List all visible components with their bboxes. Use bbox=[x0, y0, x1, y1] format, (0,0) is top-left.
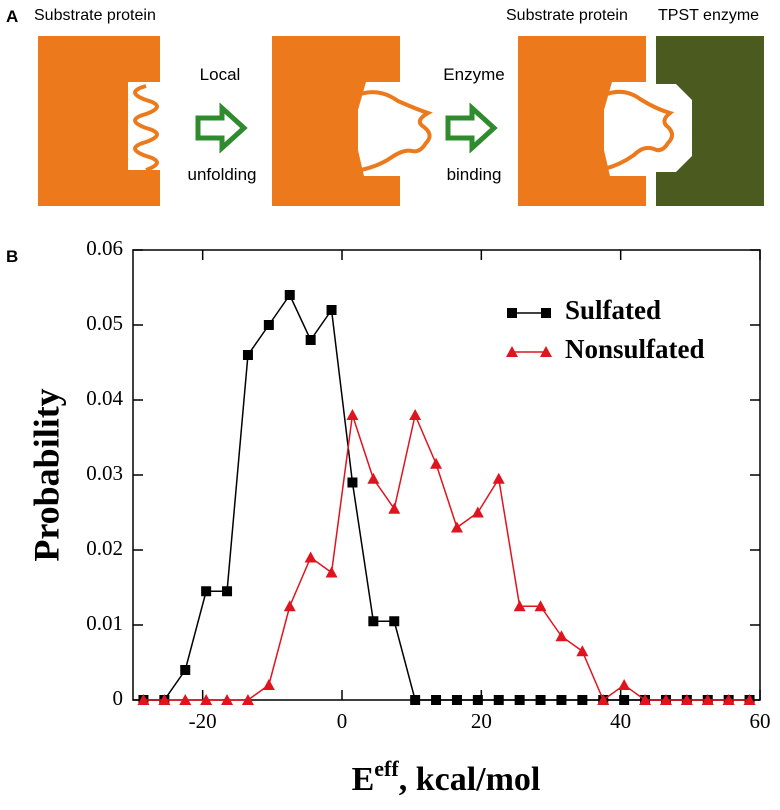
y-tick-label: 0 bbox=[113, 686, 124, 710]
marker bbox=[283, 600, 296, 612]
series-line bbox=[143, 412, 750, 702]
marker bbox=[450, 521, 463, 533]
legend-marker bbox=[540, 346, 552, 357]
x-label-part: E bbox=[352, 761, 375, 798]
marker bbox=[368, 616, 379, 627]
marker bbox=[535, 695, 546, 705]
folded-loop bbox=[133, 84, 159, 172]
marker bbox=[430, 457, 443, 469]
marker bbox=[346, 409, 359, 420]
marker bbox=[304, 551, 317, 563]
marker bbox=[242, 350, 253, 360]
y-tick-label: 0.03 bbox=[86, 461, 123, 485]
marker bbox=[513, 600, 526, 612]
marker bbox=[597, 694, 610, 705]
arrow-label: binding bbox=[447, 165, 502, 184]
marker bbox=[493, 695, 504, 705]
marker bbox=[179, 694, 192, 705]
marker bbox=[137, 694, 150, 705]
marker bbox=[201, 586, 212, 597]
marker bbox=[262, 679, 275, 690]
enzyme-block bbox=[656, 36, 764, 206]
x-axis-label: Eeff, kcal/mol bbox=[352, 756, 541, 798]
marker bbox=[431, 695, 442, 705]
marker bbox=[619, 695, 630, 705]
legend-marker bbox=[541, 308, 551, 318]
marker bbox=[514, 695, 525, 705]
unfolded-loop bbox=[355, 90, 433, 173]
marker bbox=[241, 694, 254, 705]
diagram-title: Substrate protein bbox=[34, 7, 156, 24]
panel-label: A bbox=[6, 7, 18, 26]
marker bbox=[555, 630, 568, 642]
marker bbox=[618, 679, 631, 690]
marker bbox=[471, 506, 484, 518]
marker bbox=[680, 694, 693, 705]
marker bbox=[347, 477, 358, 488]
marker bbox=[388, 502, 401, 514]
y-tick-label: 0.04 bbox=[86, 386, 123, 410]
marker bbox=[492, 472, 505, 484]
y-tick-label: 0.05 bbox=[86, 311, 123, 335]
diagram-title: Substrate protein bbox=[506, 7, 628, 24]
marker bbox=[639, 694, 652, 705]
marker bbox=[222, 586, 233, 597]
diagram-title: TPST enzyme bbox=[658, 7, 759, 24]
substrate-block bbox=[38, 36, 160, 206]
marker bbox=[534, 600, 547, 612]
substrate-block bbox=[518, 36, 646, 206]
x-tick-label: 60 bbox=[750, 709, 771, 733]
marker bbox=[200, 694, 213, 705]
marker bbox=[326, 305, 337, 315]
marker bbox=[158, 694, 171, 705]
marker bbox=[180, 665, 191, 675]
marker bbox=[576, 645, 589, 657]
bound-loop bbox=[603, 89, 675, 171]
y-tick-label: 0.02 bbox=[86, 536, 123, 560]
x-tick-label: 20 bbox=[471, 709, 492, 733]
marker bbox=[263, 320, 274, 330]
x-label-part: , kcal/mol bbox=[399, 761, 541, 798]
x-tick-label: 40 bbox=[610, 709, 631, 733]
marker bbox=[743, 694, 756, 705]
x-tick-label: 0 bbox=[337, 709, 348, 733]
marker bbox=[451, 695, 462, 705]
marker bbox=[409, 409, 422, 420]
arrow-label: Local bbox=[200, 65, 241, 84]
marker bbox=[556, 695, 567, 705]
arrow bbox=[445, 102, 498, 154]
legend-label: Sulfated bbox=[565, 295, 661, 325]
legend-marker bbox=[506, 346, 518, 357]
marker bbox=[577, 695, 588, 705]
marker bbox=[221, 694, 234, 705]
marker bbox=[325, 566, 338, 578]
marker bbox=[701, 694, 714, 705]
arrow-label: unfolding bbox=[187, 165, 256, 184]
marker bbox=[659, 694, 672, 705]
arrow bbox=[195, 102, 248, 154]
arrow-label: Enzyme bbox=[443, 65, 504, 84]
y-tick-label: 0.01 bbox=[86, 611, 123, 635]
y-axis-label: Probability bbox=[26, 388, 66, 561]
marker bbox=[284, 290, 295, 300]
marker bbox=[472, 695, 483, 705]
legend-label: Nonsulfated bbox=[565, 334, 705, 364]
plot-frame bbox=[132, 249, 761, 701]
panel-label: B bbox=[6, 247, 18, 266]
substrate-block bbox=[272, 36, 400, 206]
legend-marker bbox=[507, 308, 517, 318]
x-label-superscript: eff bbox=[374, 756, 399, 781]
marker bbox=[305, 335, 316, 345]
marker bbox=[722, 694, 735, 705]
x-tick-label: -20 bbox=[189, 709, 217, 733]
marker bbox=[367, 472, 380, 484]
y-tick-label: 0.06 bbox=[86, 236, 123, 260]
marker bbox=[389, 616, 400, 627]
marker bbox=[410, 695, 421, 705]
